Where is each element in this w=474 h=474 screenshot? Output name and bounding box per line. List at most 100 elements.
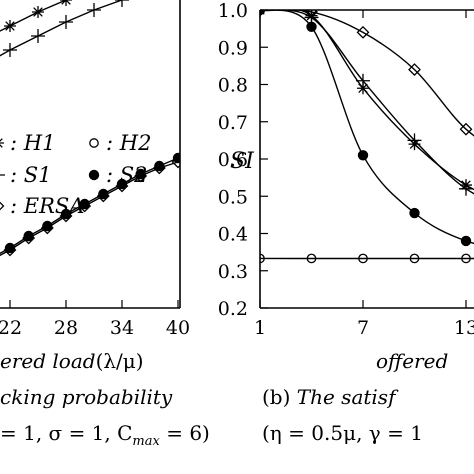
panel-a-caption-line1: cking probability (0, 385, 173, 409)
panel-b-line-s2 (260, 10, 474, 245)
legend-marker-h2 (89, 138, 99, 148)
legend-marker-ersa (0, 201, 5, 211)
panel-a-series-s1 (0, 0, 129, 57)
panel-a-point-s2 (79, 198, 90, 210)
panel-b-point-s1 (356, 73, 370, 88)
panel-b-caption-line1: (b) The satisf (262, 385, 399, 409)
panel-a-line-s1 (0, 0, 125, 57)
panel-a-point-ersa (22, 231, 36, 245)
panel-a-point-ersa (134, 169, 148, 183)
legend-entry-s1: : S1 (0, 163, 52, 187)
panel-b-point-s2 (306, 21, 317, 32)
panel-b-series-h1 (260, 10, 474, 192)
panel-a-series-s2 (0, 152, 180, 255)
panel-b-y-tick-label: 0.6 (218, 149, 248, 171)
panel-a-point-ersa (40, 221, 54, 235)
panel-b-satisfaction-index: 0.20.30.40.50.60.70.80.91.0 1 7 13 SI offe… (218, 0, 474, 445)
panel-a-point-s2 (60, 208, 72, 220)
panel-a-point-s2 (172, 152, 180, 164)
panel-a-line-ersa (0, 161, 179, 257)
panel-b-point-ersa (356, 25, 370, 39)
panel-a-x-tick-label: 28 (54, 317, 78, 339)
legend-label-ersa: : ERSA (10, 194, 84, 218)
panel-a-point-s1 (59, 15, 73, 29)
legend: : H1 : H2 : S1 : S2 : ERSA (0, 131, 151, 218)
panel-b-y-axis-label: SI (230, 149, 255, 174)
panel-a-series-h1 (0, 0, 72, 32)
panel-a-point-ersa (115, 179, 129, 193)
panel-a-point-h1 (60, 0, 72, 6)
panel-b-point-h2 (358, 253, 368, 264)
panel-a-point-s2 (135, 168, 146, 180)
panel-b-y-tick-label: 0.7 (218, 112, 248, 134)
panel-b-caption-line2: (η = 0.5μ, γ = 1 (262, 421, 423, 445)
panel-a-point-s1 (31, 29, 45, 43)
panel-b-y-tick-label: 0.4 (218, 224, 248, 246)
legend-entry-h2: : H2 (89, 131, 151, 155)
panel-b-series-ersa (260, 10, 474, 137)
panel-b-point-ersa (408, 63, 421, 77)
legend-entry-s2: : S2 (88, 163, 148, 187)
legend-label-h2: : H2 (106, 131, 151, 155)
panel-b-y-tick-label: 0.3 (218, 261, 248, 283)
panel-a-caption-line2: = 1, σ = 1, Cmax = 6) (0, 421, 210, 449)
panel-b-series (260, 10, 474, 264)
panel-b-y-tick-label: 0.8 (218, 75, 248, 97)
panel-a-x-axis-label: ered load(λ/μ) (0, 349, 144, 373)
panel-b-point-s2 (357, 150, 369, 161)
panel-b-point-ersa (459, 122, 473, 136)
panel-b-y-tick-label: 1.0 (218, 0, 248, 22)
legend-entry-h1: : H1 (0, 131, 55, 155)
panel-a-point-ersa (152, 161, 166, 175)
legend-marker-h1 (0, 138, 4, 148)
panel-a-point-h1 (32, 6, 44, 18)
panel-a-point-s1 (87, 3, 101, 17)
panel-b-point-h2 (461, 253, 471, 264)
legend-label-s2: : S2 (106, 163, 148, 187)
legend-marker-s2 (88, 169, 100, 181)
panel-b-point-h2 (306, 253, 317, 264)
panel-b-line-s1 (260, 10, 474, 195)
panel-b-x-ticks: 1 7 13 (254, 10, 474, 339)
panel-a-series (0, 0, 180, 257)
panel-b-point-s1 (407, 133, 422, 148)
panel-a-point-h1 (4, 20, 16, 32)
legend-entry-ersa: : ERSA (0, 194, 84, 218)
panel-b-x-axis-label: offered (376, 349, 448, 373)
legend-label-s1: : S1 (10, 163, 52, 187)
panel-b-point-h2 (260, 253, 265, 264)
panel-a-point-s1 (3, 43, 17, 57)
panel-a-line-h1 (0, 0, 68, 32)
panel-b-point-s2 (409, 207, 420, 219)
panel-a-point-ersa (78, 199, 92, 213)
legend-marker-s1 (0, 174, 5, 176)
panel-b-point-h2 (409, 253, 420, 264)
panel-b-series-s1 (260, 10, 474, 196)
panel-a-point-s2 (23, 230, 34, 242)
panel-b-y-tick-label: 0.5 (218, 186, 248, 208)
panel-a-x-tick-label: 22 (0, 317, 22, 339)
panel-b-series-s2 (260, 10, 474, 247)
legend-label-h1: : H1 (10, 131, 55, 155)
panel-b-line-h1 (260, 10, 474, 191)
panel-a-point-ersa (3, 243, 17, 257)
panel-b-y-tick-label: 0.2 (218, 298, 248, 320)
panel-b-point-s1 (459, 181, 473, 196)
panel-b-y-ticks: 0.2 0.3 0.4 0.5 0.6 0.7 0.8 0.9 1.0 (218, 0, 268, 320)
panel-b-point-h1 (357, 82, 369, 95)
panel-b-point-s2 (460, 235, 472, 247)
panel-a-series-ersa (0, 155, 180, 257)
panel-a-x-tick-label: 34 (110, 317, 134, 339)
panel-a-point-ersa (59, 209, 73, 223)
panel-a-x-tick-label: 40 (166, 317, 190, 339)
panel-b-y-tick-label: 0.9 (218, 37, 248, 59)
panel-a-point-ersa (171, 155, 180, 169)
panel-b-x-tick-label: 7 (357, 317, 369, 339)
panel-a-x-ticks: 22 28 34 40 (0, 300, 190, 339)
panel-a-point-s1 (115, 0, 129, 7)
panel-a-blocking-probability: 22 28 34 40 : H1 : H2 : S1 : S2 : ERSA ered loa… (0, 0, 210, 449)
panel-b-x-tick-label: 13 (454, 317, 474, 339)
panel-a-point-ersa (96, 189, 110, 203)
panel-b-x-tick-label: 1 (254, 317, 266, 339)
